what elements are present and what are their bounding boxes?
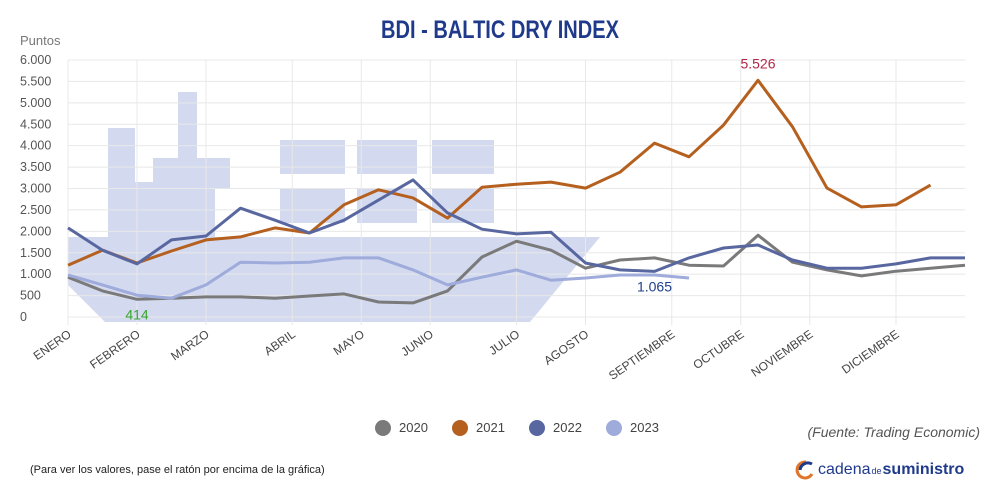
value-label: 5.526 — [740, 55, 775, 71]
y-tick-label: 0 — [20, 310, 27, 324]
grid — [67, 59, 965, 325]
y-tick-label: 1.000 — [20, 267, 51, 281]
ship-container — [280, 140, 345, 174]
legend-label: 2021 — [476, 420, 505, 435]
x-tick-label: MAYO — [331, 327, 367, 358]
y-tick-label: 3.000 — [20, 182, 51, 196]
x-tick-label: JULIO — [486, 327, 522, 358]
x-tick-label: JUNIO — [398, 327, 436, 359]
x-tick-label: FEBRERO — [87, 327, 143, 372]
legend-label: 2022 — [553, 420, 582, 435]
x-tick-label: MARZO — [168, 327, 212, 363]
legend-marker — [452, 420, 468, 436]
legend-label: 2020 — [399, 420, 428, 435]
ship-container — [280, 188, 345, 223]
ship-tower — [197, 158, 230, 188]
source: (Fuente: Trading Economic) — [808, 424, 980, 440]
y-tick-label: 5.500 — [20, 74, 51, 88]
y-tick-label: 6.000 — [20, 53, 51, 67]
ship-tower — [178, 92, 197, 238]
brand-last: suministro — [883, 461, 965, 478]
y-tick-label: 4.000 — [20, 139, 51, 153]
ship-hull — [68, 237, 600, 322]
ship-container — [432, 140, 494, 174]
y-tick-label: 2.500 — [20, 203, 51, 217]
series-line — [67, 256, 690, 300]
x-tick-label: AGOSTO — [541, 327, 591, 368]
brand-text: cadenadesuministro — [818, 461, 965, 478]
value-label: 1.065 — [637, 278, 672, 294]
y-tick-label: 1.500 — [20, 246, 51, 260]
ship-tower — [108, 128, 135, 238]
y-tick-label: 5.000 — [20, 96, 51, 110]
brand-first: cadena — [818, 461, 871, 478]
legend-marker — [375, 420, 391, 436]
series-line — [67, 78, 932, 267]
chart-title: BDI - BALTIC DRY INDEX — [381, 16, 619, 44]
legend-marker — [529, 420, 545, 436]
y-tick-label: 2.000 — [20, 224, 51, 238]
legend-marker — [606, 420, 622, 436]
series-line — [67, 233, 966, 305]
brand-logo: cadenadesuministro — [795, 460, 965, 480]
value-label: 414 — [125, 306, 149, 322]
ship-silhouette — [68, 92, 600, 322]
ship-container — [357, 140, 417, 174]
ship-tower — [153, 158, 178, 238]
x-tick-label: SEPTIEMBRE — [606, 327, 677, 383]
y-axis-label: Puntos — [20, 33, 61, 48]
brand-icon — [795, 460, 814, 480]
x-tick-label: OCTUBRE — [690, 327, 746, 372]
series-line — [67, 178, 965, 273]
y-tick-label: 500 — [20, 289, 41, 303]
y-tick-label: 3.500 — [20, 160, 51, 174]
x-tick-label: ABRIL — [262, 327, 299, 359]
x-tick-label: ENERO — [31, 327, 74, 363]
footnote: (Para ver los valores, pase el ratón por… — [30, 464, 325, 476]
brand-icon — [798, 461, 813, 471]
x-tick-label: NOVIEMBRE — [748, 327, 815, 380]
x-tick-label: DICIEMBRE — [839, 327, 902, 377]
y-tick-label: 4.500 — [20, 117, 51, 131]
brand-middle: de — [872, 466, 882, 476]
legend-label: 2023 — [630, 420, 659, 435]
